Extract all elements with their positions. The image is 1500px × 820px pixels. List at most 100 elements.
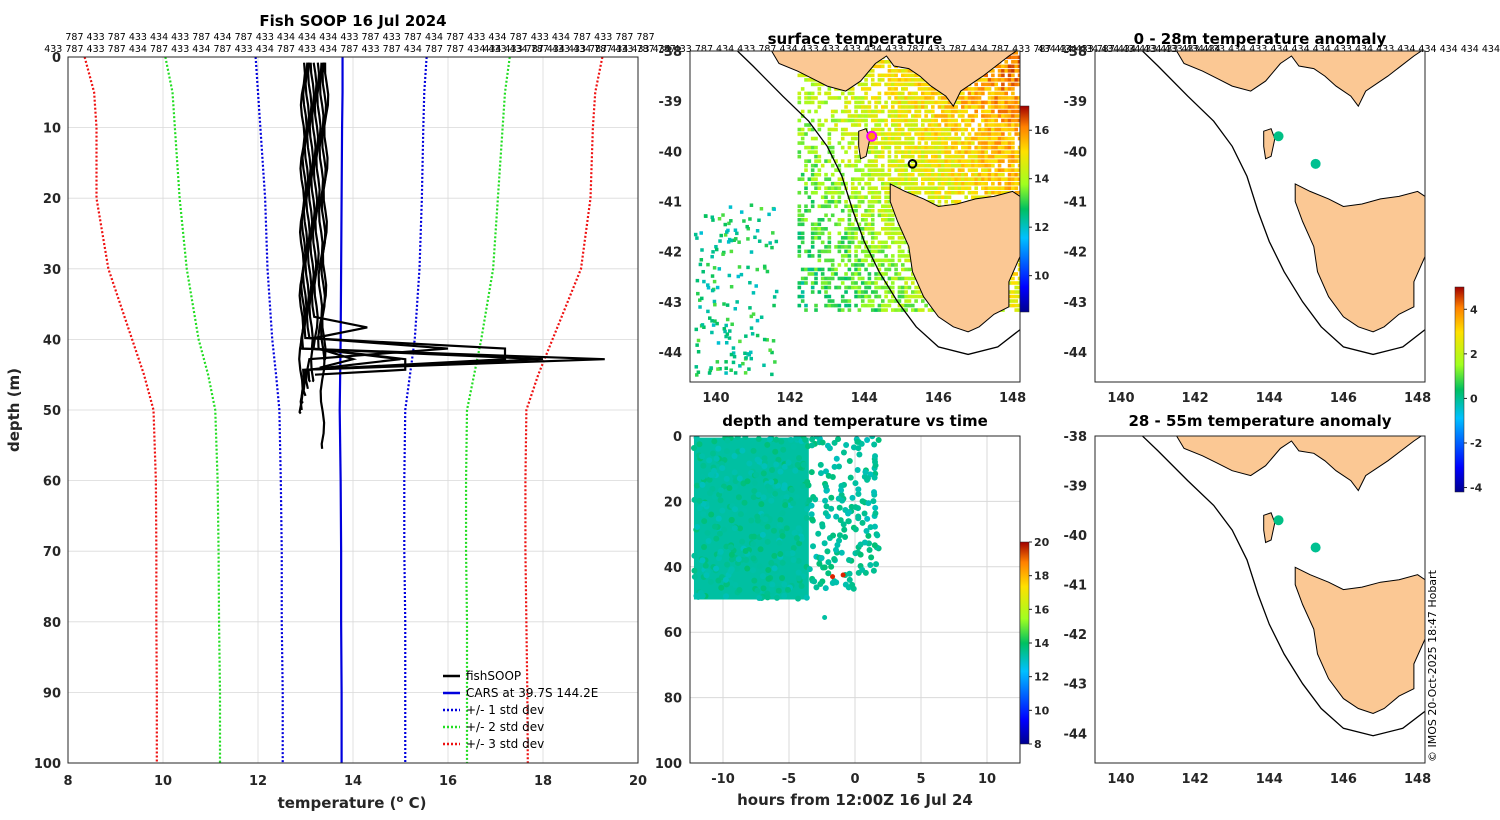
sst-pixel bbox=[997, 141, 1002, 145]
sst-pixel bbox=[860, 199, 865, 204]
sst-pixel bbox=[860, 231, 865, 236]
sst-pixel bbox=[941, 195, 945, 200]
sst-pixel bbox=[870, 227, 875, 231]
sst-pixel bbox=[1017, 132, 1020, 136]
sst-pixel bbox=[774, 239, 779, 244]
sst-pixel bbox=[854, 96, 858, 100]
depth-time-point bbox=[751, 487, 758, 494]
sst-pixel bbox=[997, 96, 1002, 100]
sst-pixel bbox=[880, 132, 885, 136]
sst-pixel bbox=[824, 285, 828, 290]
sst-pixel bbox=[834, 222, 838, 227]
sst-pixel bbox=[1011, 91, 1015, 96]
depth-time-point bbox=[782, 502, 789, 509]
sst-pixel bbox=[897, 114, 902, 118]
sst-pixel bbox=[1014, 123, 1019, 127]
sst-pixel bbox=[867, 109, 872, 114]
sst-pixel bbox=[1001, 73, 1005, 78]
sst-pixel bbox=[904, 132, 908, 136]
sst-pixel bbox=[755, 229, 760, 233]
depth-time-point bbox=[728, 517, 735, 524]
sst-pixel bbox=[880, 181, 885, 186]
sst-pixel bbox=[827, 132, 832, 136]
sst-pixel bbox=[900, 276, 905, 281]
sst-pixel bbox=[874, 163, 878, 168]
sst-pixel bbox=[877, 190, 882, 195]
sst-pixel bbox=[917, 87, 922, 91]
sst-pixel bbox=[880, 249, 885, 254]
sst-pixel bbox=[890, 208, 895, 213]
sst-pixel bbox=[934, 136, 938, 141]
sst-pixel bbox=[904, 254, 908, 258]
depth-time-point bbox=[760, 494, 767, 501]
sst-pixel bbox=[854, 249, 858, 254]
sst-pixel bbox=[867, 168, 872, 172]
sst-pixel bbox=[921, 154, 925, 159]
sst-pixel bbox=[854, 132, 858, 136]
depth-time-point bbox=[779, 574, 786, 581]
sst-pixel bbox=[904, 118, 908, 123]
map-xtick-label: 142 bbox=[1182, 391, 1209, 406]
sst-pixel bbox=[941, 118, 945, 123]
sst-pixel bbox=[941, 109, 945, 114]
sst-pixel bbox=[954, 172, 958, 177]
sst-pixel bbox=[857, 154, 862, 159]
sst-pixel bbox=[910, 100, 915, 105]
sst-pixel bbox=[701, 269, 705, 274]
sst-pixel bbox=[708, 316, 712, 320]
sst-pixel bbox=[890, 177, 895, 181]
sst-pixel bbox=[746, 237, 750, 241]
sst-pixel bbox=[874, 109, 878, 114]
depth-time-point bbox=[707, 578, 714, 585]
sst-pixel bbox=[974, 195, 978, 200]
sst-pixel bbox=[894, 78, 898, 82]
sst-pixel bbox=[981, 163, 985, 168]
sst-pixel bbox=[820, 249, 825, 254]
sst-pixel bbox=[900, 118, 905, 123]
sst-pixel bbox=[864, 109, 868, 114]
sst-pixel bbox=[1007, 154, 1012, 159]
map-ytick-label: -41 bbox=[659, 195, 683, 210]
sst-pixel bbox=[844, 100, 848, 105]
sst-pixel bbox=[729, 284, 734, 289]
sst-colorbar-tick-label: 16 bbox=[1034, 124, 1050, 137]
sst-pixel bbox=[900, 294, 905, 299]
sst-pixel bbox=[820, 100, 825, 105]
sst-pixel bbox=[824, 159, 828, 163]
sst-pixel bbox=[887, 114, 892, 118]
sst-pixel bbox=[894, 163, 898, 168]
sst-pixel bbox=[797, 245, 802, 249]
sst-markers bbox=[866, 130, 918, 169]
sst-pixel bbox=[1014, 299, 1019, 303]
sst-pixel bbox=[864, 87, 868, 91]
sst-pixel bbox=[867, 186, 872, 191]
sst-pixel bbox=[931, 308, 935, 312]
sst-pixel bbox=[864, 258, 868, 263]
anom1-map-area bbox=[1141, 51, 1425, 356]
sst-pixel bbox=[931, 163, 935, 168]
sst-pixel bbox=[870, 114, 875, 118]
sst-pixel bbox=[840, 240, 845, 245]
anomaly-colorbar-tick-label: 0 bbox=[1470, 392, 1478, 405]
sst-pixel bbox=[1017, 267, 1020, 272]
sst-pixel bbox=[954, 159, 958, 163]
map-xtick-label: 146 bbox=[1330, 391, 1357, 406]
sst-pixel bbox=[964, 87, 968, 91]
sst-pixel bbox=[867, 213, 872, 218]
sst-pixel bbox=[997, 127, 1002, 132]
sst-pixel bbox=[910, 308, 915, 312]
depth-time-point bbox=[833, 513, 840, 520]
sst-pixel bbox=[894, 299, 898, 303]
sst-pixel bbox=[981, 118, 985, 123]
sst-pixel bbox=[870, 208, 875, 213]
sst-pixel bbox=[994, 123, 999, 127]
sst-pixel bbox=[850, 236, 855, 240]
sst-pixel bbox=[729, 219, 733, 223]
sst-pixel bbox=[1004, 145, 1009, 150]
sst-pixel bbox=[844, 132, 848, 136]
sst-pixel bbox=[877, 303, 882, 308]
sst-pixel bbox=[844, 254, 848, 258]
depth-time-point bbox=[778, 438, 785, 445]
sst-pixel bbox=[924, 91, 928, 96]
depth-time-point bbox=[840, 449, 847, 456]
